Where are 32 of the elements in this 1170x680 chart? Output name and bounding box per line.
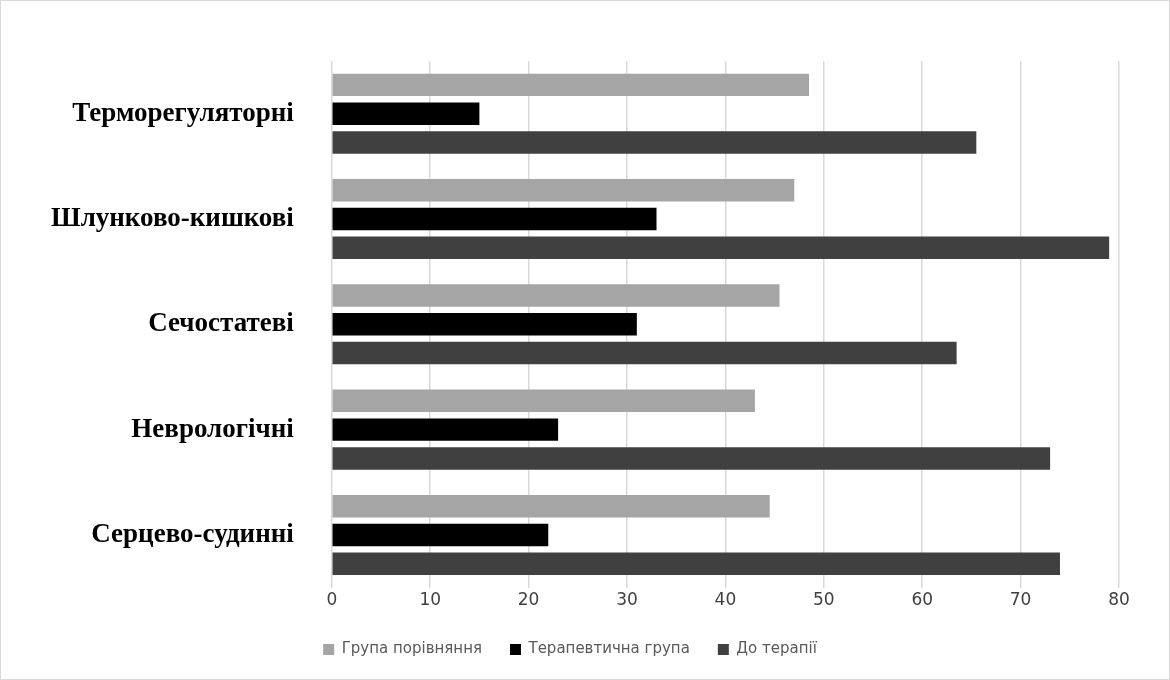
y-tick-label: Неврологічні [131, 412, 295, 443]
bar [332, 207, 657, 231]
x-tick-label: 60 [911, 589, 934, 610]
y-tick-label: Терморегуляторні [72, 96, 295, 127]
bar [332, 341, 957, 365]
y-tick-label: Шлунково-кишкові [50, 201, 295, 232]
legend-label: До терапії [736, 639, 818, 658]
bar [332, 131, 977, 154]
x-tick-label: 0 [326, 589, 338, 610]
bar [332, 73, 810, 97]
bar [332, 284, 780, 307]
legend-label: Група порівняння [341, 639, 482, 658]
bar [332, 447, 1051, 470]
bar [332, 523, 549, 547]
bar [332, 418, 559, 441]
x-tick-label: 30 [616, 589, 638, 610]
bar [332, 313, 637, 336]
y-tick-label: Серцево-судинні [91, 517, 295, 548]
x-tick-label: 20 [517, 589, 540, 610]
bar [332, 102, 480, 125]
x-tick-label: 50 [812, 589, 835, 610]
bar [332, 494, 770, 518]
x-tick-label: 80 [1108, 589, 1130, 610]
x-tick-label: 40 [714, 589, 737, 610]
legend-label: Терапевтична група [527, 639, 690, 658]
x-tick-label: 10 [419, 589, 442, 610]
x-tick-label: 70 [1009, 589, 1032, 610]
bar [332, 552, 1060, 575]
bar [332, 236, 1110, 259]
bar [332, 389, 755, 413]
y-tick-label: Сечостатеві [148, 307, 295, 338]
bar [332, 178, 795, 202]
